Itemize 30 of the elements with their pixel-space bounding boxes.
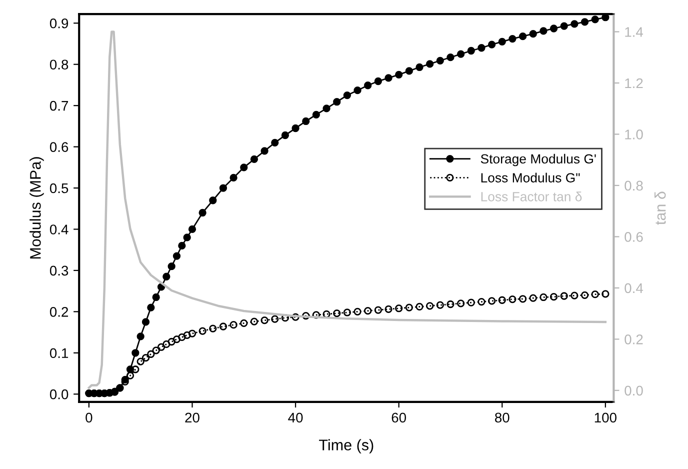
y-tick-label: 0.3 <box>50 266 68 276</box>
x-tick-label: 100 <box>594 412 616 423</box>
y-tick-label: 0.8 <box>50 60 68 70</box>
legend-label: Loss Modulus G" <box>481 172 580 182</box>
y2-axis-title: tan δ <box>654 192 666 225</box>
y2-tick-label: 0.0 <box>624 386 643 396</box>
y-tick-label: 0.9 <box>50 18 68 28</box>
x-axis-title: Time (s) <box>319 439 374 454</box>
y2-tick-label: 0.6 <box>624 232 643 242</box>
legend-label: Loss Factor tan δ <box>481 192 582 202</box>
x-tick-label: 60 <box>392 412 406 423</box>
y2-tick-label: 1.2 <box>625 78 643 88</box>
x-tick-label: 0 <box>86 412 92 423</box>
x-tick-label: 80 <box>495 412 510 423</box>
y2-tick-label: 0.2 <box>624 334 643 344</box>
y-tick-label: 0.5 <box>50 183 68 194</box>
y-axis-title: Modulus (MPa) <box>30 157 44 259</box>
y2-tick-label: 0.8 <box>624 180 643 191</box>
x-tick-label: 20 <box>185 412 200 423</box>
y2-tick-label: 0.4 <box>624 283 644 294</box>
y-tick-label: 0.2 <box>50 307 68 317</box>
y-tick-label: 0.4 <box>50 224 68 234</box>
y-tick-label: 0.7 <box>50 100 68 111</box>
y-tick-label: 0.6 <box>50 142 68 152</box>
y-tick-label: 0.0 <box>50 389 68 400</box>
y-tick-label: 0.1 <box>50 348 68 358</box>
legend-label: Storage Modulus G' <box>480 154 596 166</box>
x-tick-label: 40 <box>288 412 303 423</box>
y2-tick-label: 1.0 <box>625 130 643 140</box>
y2-tick-label: 1.4 <box>625 27 644 37</box>
